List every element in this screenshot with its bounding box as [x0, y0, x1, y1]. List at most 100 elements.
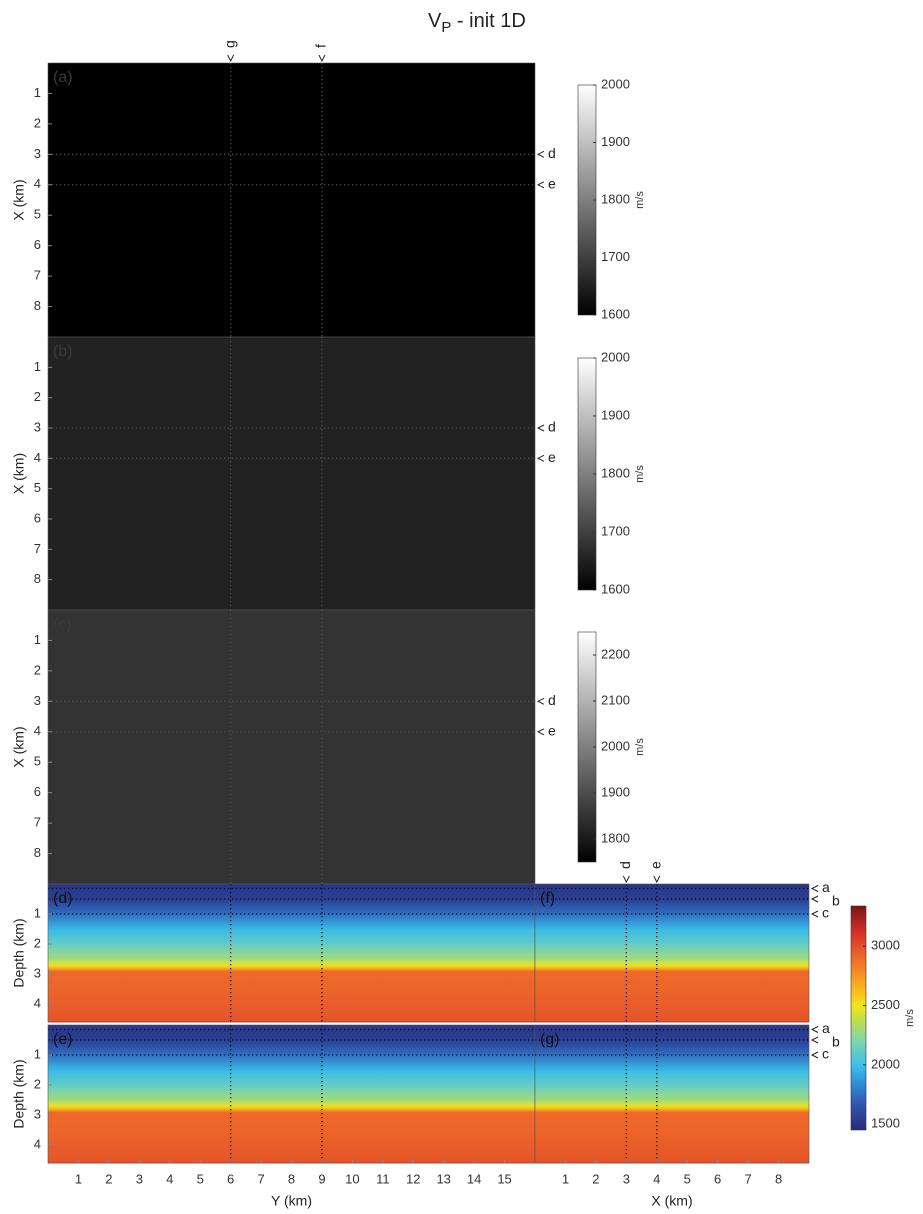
colorbar-tick-label: 2000: [601, 76, 630, 91]
marker-arrow: [653, 875, 661, 884]
x-tick-label: 11: [376, 1171, 390, 1186]
velocity-layer: [535, 899, 809, 915]
velocity-layer: [535, 944, 809, 960]
velocity-layer: [535, 884, 809, 900]
marker-arrow: [810, 910, 819, 918]
velocity-layer: [48, 1055, 535, 1071]
velocity-layer: [48, 1112, 535, 1131]
colorbar: [850, 905, 867, 1131]
x-tick-label: 1: [562, 1171, 569, 1186]
velocity-layer: [535, 1130, 809, 1164]
velocity-layer: [535, 959, 809, 966]
colorbar-tick-label: 2100: [601, 692, 630, 707]
marker-arrow: [536, 181, 545, 189]
x-tick-label: 7: [744, 1171, 751, 1186]
marker-label: a: [822, 1020, 830, 1036]
x-tick-label: 14: [467, 1171, 481, 1186]
x-tick-label: 2: [592, 1171, 599, 1186]
marker-label: e: [647, 861, 663, 869]
x-tick-label: 5: [197, 1171, 204, 1186]
velocity-layer: [535, 1025, 809, 1041]
marker-arrow: [318, 54, 326, 63]
x-tick-label: 12: [406, 1171, 420, 1186]
y-tick-label: 6: [34, 784, 41, 799]
colorbar-tick-label: 2000: [601, 738, 630, 753]
y-tick-label: 1: [34, 905, 41, 920]
y-tick-label: 4: [34, 995, 41, 1010]
marker-arrow: [536, 728, 545, 736]
velocity-layer: [48, 959, 535, 966]
colorbar-tick-label: 1600: [601, 306, 630, 321]
marker-label: a: [822, 879, 830, 895]
velocity-layer: [48, 1085, 535, 1101]
panel-label: (c): [53, 616, 72, 633]
velocity-layer: [535, 1055, 809, 1071]
y-tick-label: 2: [34, 935, 41, 950]
colorbar-tick-label: 1800: [601, 830, 630, 845]
y-tick-label: 6: [34, 237, 41, 252]
colorbar-tick-label: 1800: [601, 191, 630, 206]
velocity-layer: [48, 1040, 535, 1056]
x-axis-label: X (km): [651, 1193, 692, 1209]
marker-arrow: [810, 885, 819, 892]
y-tick-label: 8: [34, 571, 41, 586]
velocity-layer: [48, 899, 535, 915]
y-tick-label: 2: [34, 115, 41, 130]
x-axis-label: Y (km): [271, 1193, 312, 1209]
y-tick-label: 1: [34, 632, 41, 647]
y-tick-label: 3: [34, 693, 41, 708]
velocity-layer: [535, 914, 809, 930]
velocity-layer: [48, 884, 535, 900]
marker-label: d: [548, 419, 556, 435]
marker-label: c: [822, 905, 829, 921]
panel-frame: [534, 883, 810, 1023]
marker-arrow: [810, 1026, 819, 1033]
colorbar-tick-label: 2200: [601, 646, 630, 661]
velocity-layer: [48, 914, 535, 930]
colorbar-tick-label: 1600: [601, 581, 630, 596]
y-tick-label: 3: [34, 1106, 41, 1121]
velocity-layer: [48, 944, 535, 960]
y-tick-label: 8: [34, 298, 41, 313]
y-tick-label: 1: [34, 85, 41, 100]
velocity-layer: [48, 1106, 535, 1110]
marker-arrow: [227, 54, 235, 63]
y-tick-label: 3: [34, 965, 41, 980]
velocity-layer: [48, 1130, 535, 1164]
marker-label: e: [548, 175, 556, 191]
y-tick-label: 2: [34, 389, 41, 404]
velocity-layer: [48, 965, 535, 969]
velocity-layer: [48, 1109, 535, 1113]
marker-arrow: [536, 150, 545, 158]
colorbar-tick-label: 1800: [601, 465, 630, 480]
title-main: V: [428, 10, 442, 32]
velocity-layer: [48, 971, 535, 990]
colorbar-label: m/s: [904, 1009, 916, 1027]
y-tick-label: 5: [34, 480, 41, 495]
y-tick-label: 4: [34, 1136, 41, 1151]
colorbar-tick-label: 1900: [601, 784, 630, 799]
x-tick-label: 15: [497, 1171, 511, 1186]
y-axis-label: Depth (km): [11, 918, 27, 987]
y-tick-label: 4: [34, 723, 41, 738]
x-tick-label: 1: [75, 1171, 82, 1186]
marker-label: d: [617, 861, 633, 869]
y-axis-label: Depth (km): [11, 1059, 27, 1128]
marker-label: d: [548, 145, 556, 161]
y-tick-label: 7: [34, 541, 41, 556]
velocity-layer: [535, 1070, 809, 1086]
y-tick-label: 5: [34, 207, 41, 222]
title-subscript: P: [441, 19, 451, 36]
velocity-layer: [535, 1040, 809, 1056]
y-tick-label: 6: [34, 510, 41, 525]
x-tick-label: 6: [714, 1171, 721, 1186]
colorbar-tick-label: 3000: [871, 938, 900, 953]
y-axis-label: X (km): [11, 179, 27, 220]
y-tick-label: 7: [34, 815, 41, 830]
marker-label: b: [832, 1034, 840, 1050]
marker-label: e: [548, 722, 556, 738]
velocity-layer: [48, 1070, 535, 1086]
velocity-layer: [48, 1025, 535, 1041]
marker-arrow: [810, 1051, 819, 1059]
